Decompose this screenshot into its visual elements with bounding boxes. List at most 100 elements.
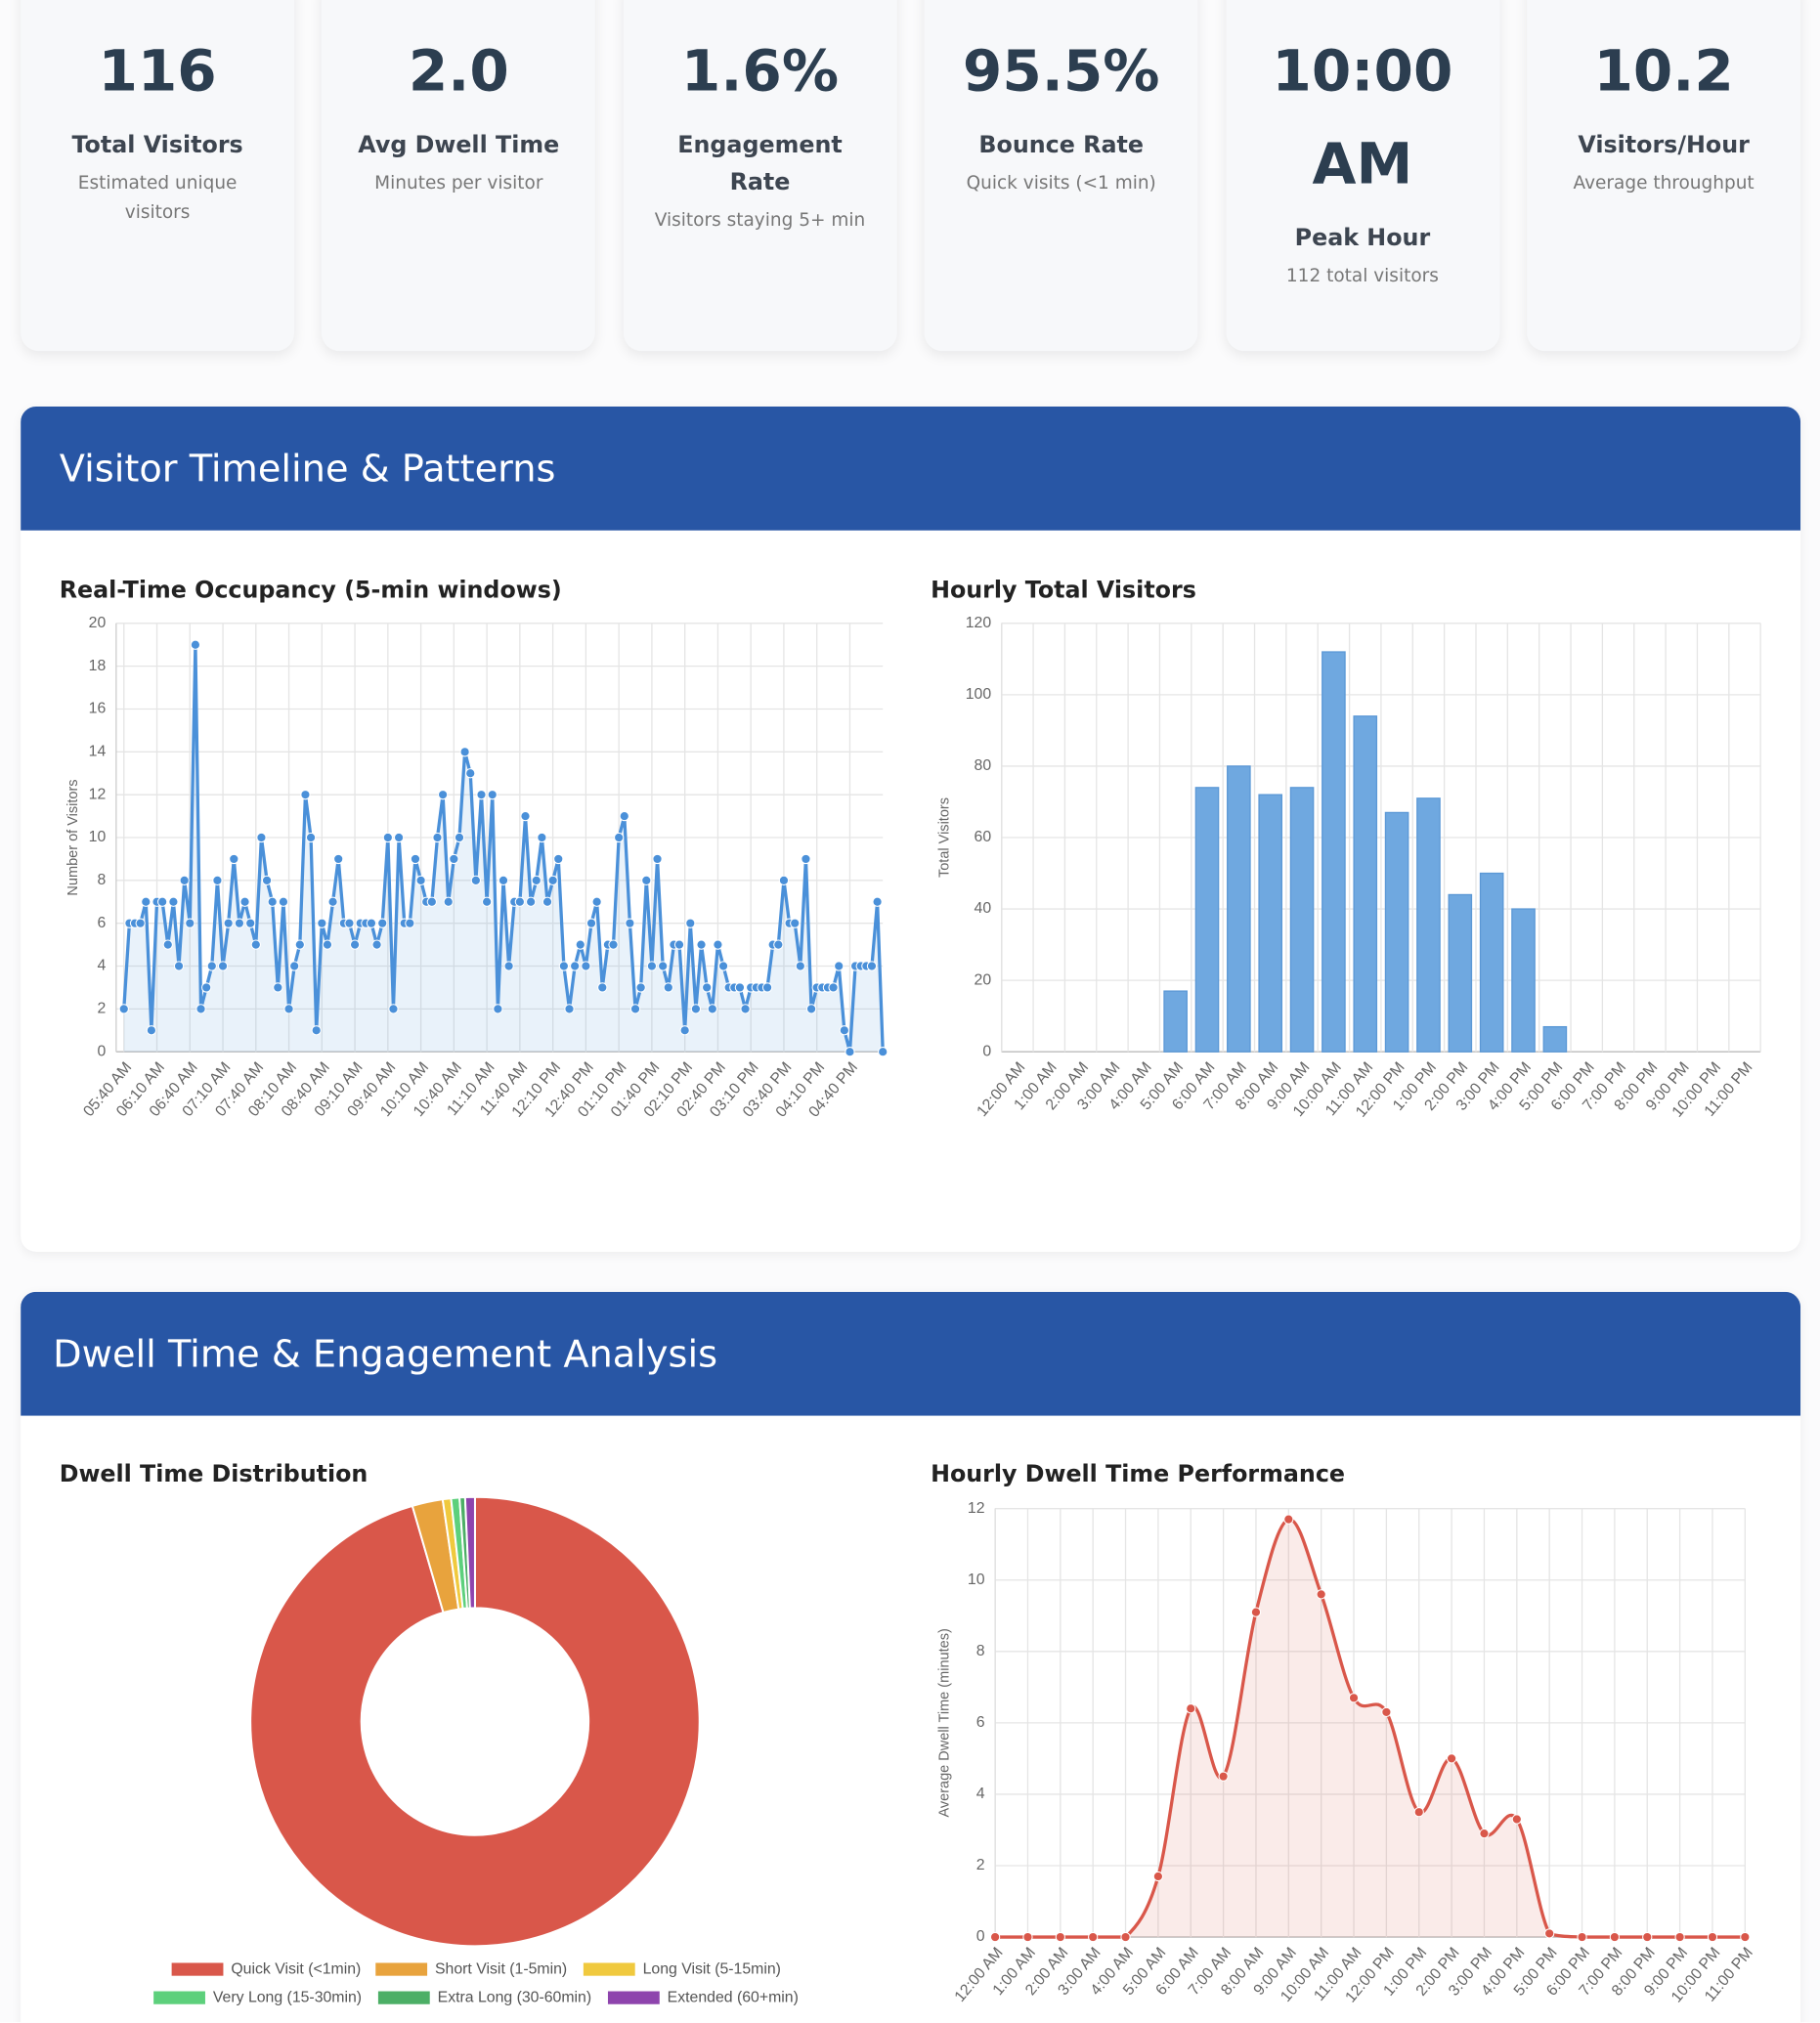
point [250, 939, 261, 950]
donut-slice [249, 1495, 701, 1948]
point [740, 1004, 751, 1014]
bar [1289, 787, 1315, 1053]
point [685, 918, 696, 928]
point [635, 982, 646, 993]
point [157, 896, 168, 907]
point [795, 961, 805, 971]
point [162, 939, 173, 950]
kpi-value: 10:00 AM [1272, 38, 1453, 198]
point [141, 896, 152, 907]
chart-title: Dwell Time Distribution [60, 1460, 368, 1487]
point [305, 832, 317, 843]
point [525, 896, 537, 907]
point [217, 961, 229, 971]
point [702, 982, 713, 993]
point [206, 961, 217, 971]
point [878, 1047, 888, 1057]
point [388, 1004, 399, 1014]
point [1642, 1931, 1653, 1943]
kpi-description: 112 total visitors [1285, 266, 1439, 287]
kpi-card: 95.5% Bounce Rate Quick visits (<1 min) [924, 0, 1198, 352]
point [454, 832, 465, 843]
point [393, 832, 405, 843]
y-axis-label: Average Dwell Time (minutes) [936, 1628, 952, 1817]
point [349, 939, 361, 950]
point [212, 875, 223, 885]
point [542, 896, 553, 907]
point [289, 961, 300, 971]
point [229, 853, 239, 865]
y-tick-label: 80 [975, 757, 992, 774]
kpi-card: 116 Total Visitors Estimated unique visito… [21, 0, 295, 352]
kpi-card: 10.2 Visitors/Hour Average throughput [1527, 0, 1801, 352]
point [828, 982, 839, 993]
point [1348, 1693, 1360, 1703]
point [317, 918, 327, 928]
y-tick-label: 2 [976, 1857, 985, 1873]
point [734, 982, 746, 993]
point [805, 1004, 817, 1014]
y-tick-label: 10 [89, 829, 107, 845]
point [713, 939, 723, 950]
point [608, 939, 619, 950]
donut-slice [463, 1495, 476, 1610]
bar [1384, 811, 1409, 1053]
y-tick-label: 8 [976, 1643, 985, 1659]
point [135, 918, 146, 928]
point [614, 832, 625, 843]
point [470, 875, 482, 885]
legend-label: Long Visit (5-15min) [643, 1960, 781, 1977]
point [553, 853, 564, 865]
point [173, 961, 185, 971]
y-tick-label: 20 [975, 971, 992, 988]
legend-swatch [153, 1991, 205, 2004]
point [717, 961, 729, 971]
point [168, 896, 179, 907]
bar [1416, 797, 1441, 1053]
point [1577, 1931, 1587, 1943]
point [558, 961, 570, 971]
kpi-description: Visitors staying 5+ min [654, 210, 866, 232]
point [190, 639, 201, 650]
y-tick-label: 2 [97, 1001, 106, 1017]
point [1707, 1931, 1718, 1943]
point [432, 832, 443, 843]
legend-swatch [375, 1962, 428, 1976]
y-tick-label: 120 [966, 615, 992, 631]
y-tick-label: 14 [89, 744, 107, 760]
point [1479, 1828, 1490, 1839]
point [449, 853, 459, 865]
point [426, 896, 438, 907]
point [366, 918, 377, 928]
legend-swatch [607, 1991, 660, 2004]
legend-label: Extended (60+min) [668, 1989, 799, 2005]
point [437, 790, 449, 800]
point [569, 961, 581, 971]
y-tick-label: 60 [975, 829, 992, 845]
point [801, 853, 811, 865]
legend-label: Short Visit (1-5min) [435, 1960, 567, 1977]
kpi-label: Avg Dwell Time [358, 131, 560, 159]
point [625, 918, 635, 928]
point [531, 875, 542, 885]
point [371, 939, 382, 950]
point [283, 1004, 294, 1014]
point [619, 810, 629, 822]
point [1511, 1814, 1522, 1825]
point [690, 1004, 702, 1014]
kpi-description: Quick visits (<1 min) [966, 172, 1156, 194]
point [1088, 1931, 1099, 1943]
point [1609, 1931, 1621, 1943]
legend-label: Quick Visit (<1min) [231, 1960, 361, 1977]
legend-swatch [583, 1962, 635, 1976]
bar [1163, 990, 1188, 1053]
point [1055, 1931, 1065, 1943]
point [564, 1004, 575, 1014]
kpi-description: Average throughput [1573, 172, 1755, 194]
y-tick-label: 6 [976, 1714, 985, 1731]
kpi-label: Bounce Rate [978, 131, 1145, 159]
y-tick-label: 0 [97, 1043, 106, 1059]
point [498, 875, 509, 885]
